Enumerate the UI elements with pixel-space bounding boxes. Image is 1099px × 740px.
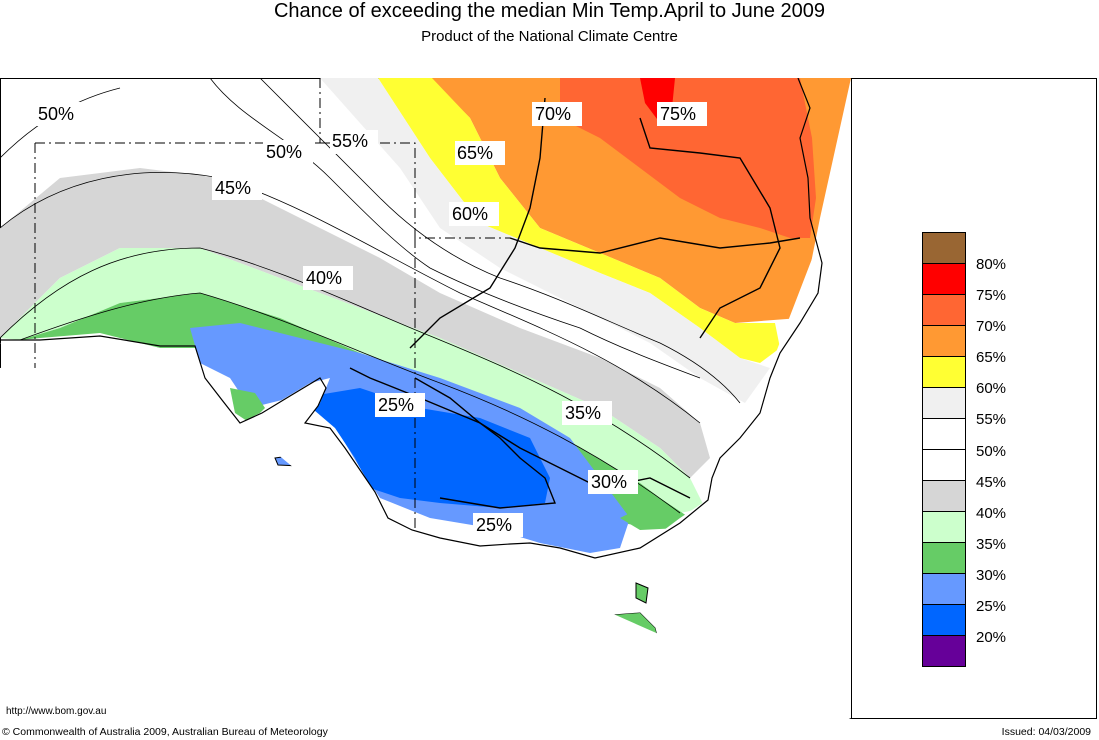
zone-35-patch-b <box>620 498 690 530</box>
label-75: 75% <box>660 104 696 124</box>
probability-map: 50% 50% 55% 45% 40% 65% 60% 70% 75% 25% … <box>0 78 851 719</box>
legend-label: 45% <box>976 473 1007 491</box>
label-60: 60% <box>452 204 488 224</box>
legend-swatch <box>922 635 966 667</box>
label-30: 30% <box>591 472 627 492</box>
label-35: 35% <box>565 403 601 423</box>
zone-55 <box>320 78 770 403</box>
label-50-central: 50% <box>266 142 302 162</box>
legend-label: 30% <box>976 566 1007 584</box>
legend-swatches <box>922 232 966 667</box>
legend-swatch <box>922 542 966 573</box>
legend-swatch <box>922 604 966 635</box>
map-label-group: 50% 50% 55% 45% 40% 65% 60% 70% 75% 25% … <box>35 102 707 537</box>
legend-label: 25% <box>976 598 1007 616</box>
legend-label: 60% <box>976 380 1007 398</box>
legend-labels: 80% 75% 70% 65% 60% 55% 50% 45% 40% 35% 30% 25% 20% <box>976 255 1006 659</box>
label-70: 70% <box>535 104 571 124</box>
zone-70 <box>560 78 816 238</box>
legend-swatch <box>922 325 966 356</box>
legend-divider <box>851 78 852 719</box>
label-40: 40% <box>306 268 342 288</box>
legend-swatch <box>922 263 966 294</box>
label-25-south: 25% <box>476 515 512 535</box>
map-subtitle: Product of the National Climate Centre <box>421 28 678 45</box>
footer-copyright: © Commonwealth of Australia 2009, Austra… <box>2 726 328 738</box>
contour-line <box>19 292 681 514</box>
legend-label: 80% <box>976 256 1007 273</box>
legend-swatch <box>922 387 966 418</box>
zone-45 <box>0 168 710 478</box>
map-title: Chance of exceeding the median Min Temp.… <box>273 0 826 22</box>
flinders-island <box>635 582 649 604</box>
border-nsw-vic <box>414 377 691 499</box>
legend-label: 55% <box>976 411 1007 429</box>
zone-40 <box>0 248 705 513</box>
legend-swatch <box>922 232 966 263</box>
label-55: 55% <box>332 131 368 151</box>
contour-line <box>259 78 741 404</box>
zone-25 <box>300 388 550 508</box>
ocean-south <box>0 238 851 719</box>
border-internal-b <box>639 117 781 339</box>
legend-swatch <box>922 356 966 387</box>
legend-label: 50% <box>976 442 1007 460</box>
legend-swatch <box>922 449 966 480</box>
legend-swatch <box>922 511 966 542</box>
legend-label: 70% <box>976 318 1007 336</box>
coastline <box>0 78 823 559</box>
zone-35-patch-a <box>230 388 265 423</box>
legend-swatch <box>922 480 966 511</box>
label-65: 65% <box>457 143 493 163</box>
legend-label: 40% <box>976 504 1007 522</box>
footer-url[interactable]: http://www.bom.gov.au <box>6 706 107 717</box>
border-internal-a <box>409 97 546 349</box>
border-qld-nsw <box>509 237 801 254</box>
label-25-central: 25% <box>378 395 414 415</box>
legend-swatch <box>922 573 966 604</box>
legend-swatch <box>922 418 966 449</box>
border-internal-c <box>349 367 556 509</box>
label-45: 45% <box>215 178 251 198</box>
legend-swatch <box>922 294 966 325</box>
label-50-west: 50% <box>38 104 74 124</box>
contour-line <box>0 172 701 424</box>
legend-label: 65% <box>976 349 1007 367</box>
footer-issued-date: Issued: 04/03/2009 <box>1001 726 1091 738</box>
legend-label: 75% <box>976 287 1007 305</box>
legend-label: 20% <box>976 629 1007 647</box>
legend-label: 35% <box>976 535 1007 553</box>
contour-line <box>0 247 691 479</box>
